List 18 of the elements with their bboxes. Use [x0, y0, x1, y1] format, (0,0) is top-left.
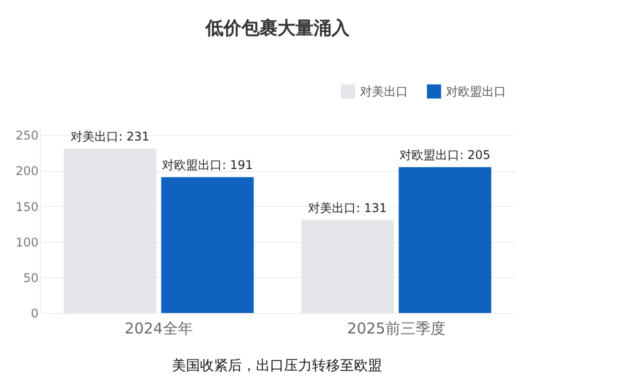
chart-title: 低价包裹大量涌入 — [204, 18, 350, 39]
bar — [161, 177, 254, 313]
text: 美国收紧后，出口压力转移至欧盟 — [172, 358, 382, 374]
y-tick-label: 250 — [16, 128, 38, 143]
x-tick-label: 2024全年 — [124, 320, 193, 338]
y-tick-label: 0 — [30, 306, 38, 320]
y-tick-label: 50 — [23, 270, 38, 285]
data-label: 对欧盟出口: 191 — [162, 158, 253, 172]
y-tick-label: 150 — [16, 200, 38, 214]
legend-label: 对美出口 — [360, 84, 408, 98]
data-label: 对美出口: 131 — [308, 200, 387, 215]
y-tick-label: 200 — [16, 164, 38, 178]
legend-label: 对欧盟出口 — [446, 84, 506, 98]
y-tick-label: 100 — [16, 235, 38, 250]
bar — [398, 167, 492, 313]
data-label: 对美出口: 231 — [70, 130, 150, 144]
data-label: 对欧盟出口: 205 — [400, 148, 490, 162]
x-tick-label: 2025前三季度 — [347, 320, 446, 338]
